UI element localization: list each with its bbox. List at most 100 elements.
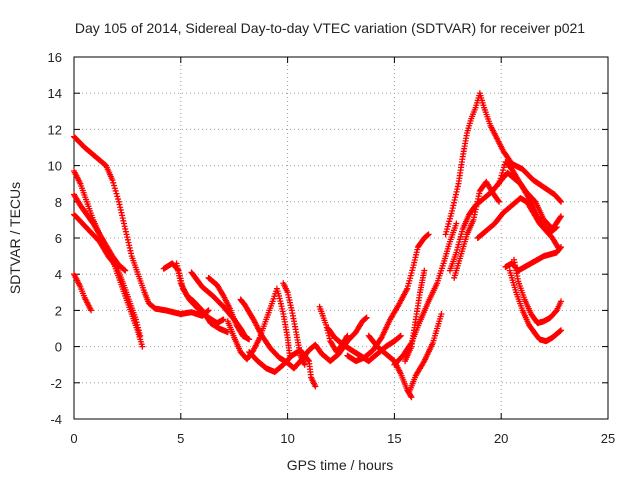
data-point — [397, 332, 404, 339]
data-point — [139, 343, 146, 350]
data-point — [137, 332, 144, 339]
data-point — [301, 361, 308, 368]
y-tick-label: 14 — [48, 86, 62, 101]
y-tick-label: 6 — [55, 231, 62, 246]
data-point — [363, 314, 370, 321]
series-arc-d — [71, 211, 144, 339]
data-point — [323, 321, 330, 328]
data-point — [134, 321, 141, 328]
data-point — [421, 267, 428, 274]
series-arc-i — [205, 274, 253, 343]
series-arc-r — [391, 220, 460, 368]
x-tick-label: 25 — [601, 431, 615, 446]
y-axis-label: SDTVAR / TECUs — [7, 182, 23, 294]
data-point — [425, 231, 432, 238]
data-point — [121, 266, 128, 273]
series-arc-e — [71, 271, 95, 314]
series-arc-c — [71, 191, 129, 274]
data-point — [112, 187, 119, 194]
x-tick-label: 15 — [387, 431, 401, 446]
data-point — [224, 329, 231, 336]
series-arc-s — [402, 267, 428, 365]
y-tick-label: -2 — [50, 376, 62, 391]
data-point — [553, 224, 560, 231]
data-point — [220, 316, 227, 323]
axis-ticks: 0 5 10 15 20 25 -4 -2 0 2 4 6 8 10 12 14 16 — [48, 50, 616, 446]
data-point — [397, 333, 404, 340]
y-tick-label: 2 — [55, 303, 62, 318]
y-tick-label: -4 — [50, 412, 62, 427]
series-arc-x — [474, 195, 562, 252]
series-arc-m — [280, 280, 308, 368]
data-point — [312, 383, 319, 390]
data-point — [558, 327, 565, 334]
data-point — [453, 220, 460, 227]
data-point — [552, 224, 559, 231]
chart-title: Day 105 of 2014, Sidereal Day-to-day VTE… — [75, 20, 585, 36]
series-arc-h — [188, 269, 248, 339]
data-point — [132, 316, 139, 323]
data-point — [112, 262, 119, 269]
y-tick-label: 16 — [48, 50, 62, 65]
data-point — [135, 324, 142, 331]
series-arc-a — [71, 133, 212, 319]
data-point — [110, 179, 117, 186]
data-point — [111, 185, 118, 192]
data-point — [115, 196, 122, 203]
data-point — [497, 175, 504, 182]
data-point — [558, 198, 565, 205]
data-point — [495, 197, 502, 204]
data-point — [558, 213, 565, 220]
data-point — [136, 330, 143, 337]
data-point — [558, 298, 565, 305]
x-tick-label: 0 — [70, 431, 77, 446]
series-arc-y — [496, 158, 560, 236]
data-point — [113, 190, 120, 197]
data-point — [557, 197, 564, 204]
x-tick-label: 20 — [494, 431, 508, 446]
y-tick-label: 10 — [48, 159, 62, 174]
y-tick-label: 8 — [55, 195, 62, 210]
series-arc-u — [442, 90, 565, 238]
data-point — [114, 193, 121, 200]
data-point — [362, 315, 369, 322]
data-point — [496, 180, 503, 187]
data-point — [133, 319, 140, 326]
data-point — [499, 169, 506, 176]
data-point — [438, 311, 445, 318]
series-arc-p — [344, 231, 432, 365]
data-point — [135, 327, 142, 334]
data-point — [500, 164, 507, 171]
data-point — [205, 307, 212, 314]
data-point — [408, 394, 415, 401]
data-point — [88, 307, 95, 314]
data-point — [557, 327, 564, 334]
data-point — [500, 167, 507, 174]
series-arc-w — [451, 178, 503, 281]
data-point — [305, 357, 312, 364]
x-axis-label: GPS time / hours — [287, 457, 394, 473]
data-point — [498, 172, 505, 179]
series-arc-g — [173, 260, 231, 336]
data-point — [122, 267, 129, 274]
y-tick-label: 0 — [55, 340, 62, 355]
data-points — [71, 90, 565, 401]
y-tick-label: 12 — [48, 122, 62, 137]
data-point — [344, 332, 351, 339]
data-point — [557, 214, 564, 221]
data-point — [496, 177, 503, 184]
x-tick-label: 10 — [280, 431, 294, 446]
data-point — [343, 333, 350, 340]
data-point — [496, 198, 503, 205]
series-arc-ab — [511, 256, 565, 327]
data-point — [109, 177, 116, 184]
series-arc-j — [224, 285, 293, 363]
data-point — [557, 245, 564, 252]
series-arc-z — [502, 244, 565, 274]
data-point — [558, 244, 565, 251]
x-tick-label: 5 — [177, 431, 184, 446]
series-arc-aa — [506, 267, 565, 345]
data-point — [326, 335, 333, 342]
